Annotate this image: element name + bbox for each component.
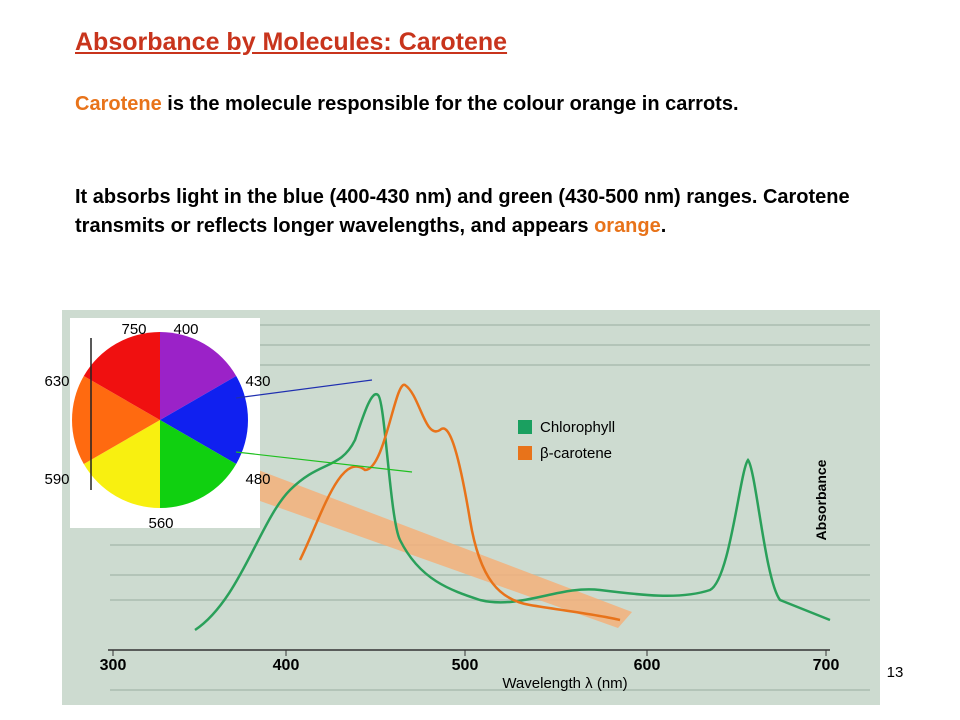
x-tick-label: 400 [273, 657, 300, 674]
wheel-label: 590 [44, 471, 69, 488]
arrow [235, 451, 413, 473]
wheel-labels: 750 400 430 480 560 590 630 [44, 321, 270, 532]
x-axis-label: Wavelength λ (nm) [502, 675, 627, 692]
arrow [235, 379, 373, 399]
legend-label: β-carotene [540, 445, 612, 462]
wheel-label: 750 [121, 321, 146, 338]
x-tick-label: 500 [452, 657, 479, 674]
page-number: 13 [887, 664, 904, 681]
color-wheel [72, 332, 248, 508]
wheel-label: 480 [245, 471, 270, 488]
slide-title: Absorbance by Molecules: Carotene [75, 28, 508, 56]
wheel-label: 400 [173, 321, 198, 338]
y-axis-label: Absorbance [813, 459, 829, 540]
carotene-curve [298, 383, 621, 622]
wheel-label: 560 [148, 515, 173, 532]
text: It absorbs light in the blue (400-430 nm… [75, 186, 850, 237]
legend-swatch [518, 446, 532, 460]
x-tick-marks [112, 650, 827, 656]
text: . [660, 215, 667, 237]
text: is the molecule responsible for the colo… [161, 93, 739, 115]
paragraph: It absorbs light in the blue (400-430 nm… [75, 183, 905, 241]
chlorophyll-curve [194, 393, 831, 632]
highlight: orange [594, 215, 661, 237]
x-tick-label: 300 [100, 657, 127, 674]
legend-swatch [518, 420, 532, 434]
legend-label: Chlorophyll [540, 419, 615, 436]
highlight: Carotene [75, 93, 162, 115]
x-tick-label: 700 [813, 657, 840, 674]
paragraph: Carotene is the molecule responsible for… [75, 90, 905, 119]
wheel-label: 430 [245, 373, 270, 390]
x-tick-labels: 300 400 500 600 700 [100, 657, 840, 674]
wheel-label: 630 [44, 373, 69, 390]
x-tick-label: 600 [634, 657, 661, 674]
